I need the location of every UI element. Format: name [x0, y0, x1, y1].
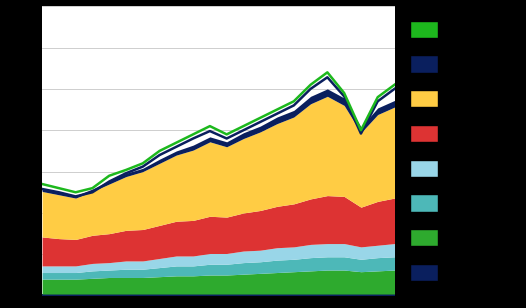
FancyBboxPatch shape: [410, 90, 438, 107]
FancyBboxPatch shape: [410, 194, 438, 212]
FancyBboxPatch shape: [410, 229, 438, 246]
FancyBboxPatch shape: [410, 264, 438, 281]
FancyBboxPatch shape: [410, 55, 438, 73]
FancyBboxPatch shape: [410, 125, 438, 142]
FancyBboxPatch shape: [410, 160, 438, 177]
FancyBboxPatch shape: [410, 21, 438, 38]
